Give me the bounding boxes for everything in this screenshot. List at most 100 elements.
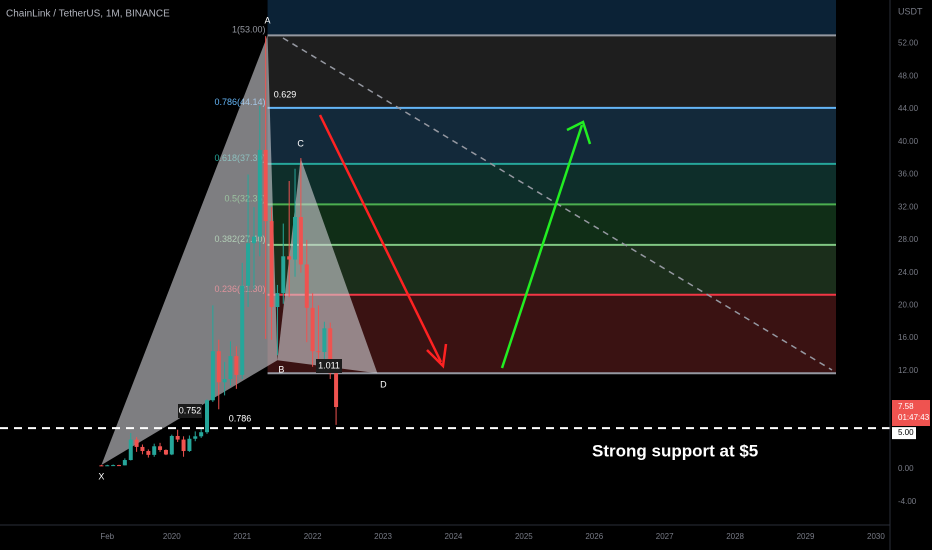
- candle-body: [128, 439, 133, 461]
- fib-fill: [267, 244, 836, 295]
- candle-body: [158, 446, 163, 450]
- candle-body: [105, 465, 110, 467]
- x-tick-label: 2029: [797, 532, 815, 541]
- ratio-box: [316, 359, 342, 373]
- trend-line: [282, 37, 833, 371]
- candle-body: [111, 465, 116, 467]
- candle-body: [216, 351, 221, 383]
- candle-body: [322, 328, 327, 353]
- countdown: 01:47:43: [898, 413, 930, 422]
- price-box: [892, 400, 930, 427]
- fib-fill: [267, 163, 836, 205]
- candle-body: [328, 328, 333, 374]
- candle-body: [287, 256, 292, 260]
- candle-body: [222, 379, 227, 383]
- chart-title: ChainLink / TetherUS, 1M, BINANCE: [6, 9, 170, 20]
- candle-body: [210, 351, 215, 401]
- candle-body: [334, 373, 339, 408]
- y-tick-label: 20.00: [898, 300, 919, 309]
- x-tick-label: 2021: [233, 532, 251, 541]
- currency: USDT: [898, 6, 923, 16]
- y-tick-label: 40.00: [898, 137, 919, 146]
- candle-body: [316, 351, 321, 353]
- pattern: X A B C D: [98, 16, 387, 482]
- price-label: 7.58: [898, 402, 914, 411]
- y-tick-label: 28.00: [898, 235, 919, 244]
- candle-body: [163, 449, 168, 455]
- candle-body: [140, 446, 145, 452]
- candle-body: [257, 149, 262, 237]
- candle-body: [228, 356, 233, 380]
- candle-body: [275, 293, 280, 308]
- fib-fill: [267, 107, 836, 164]
- candle-body: [269, 221, 274, 308]
- candle-body: [293, 217, 298, 260]
- support-label: 5.00: [898, 428, 914, 437]
- ratio-label: 0.752: [179, 405, 202, 415]
- candle-body: [310, 307, 315, 352]
- red-arrow-head: [426, 343, 448, 369]
- candle-body: [99, 465, 104, 467]
- ratio-label: 0.629: [274, 89, 297, 99]
- x-tick-label: 2030: [867, 532, 885, 541]
- ratio-box: [178, 404, 202, 418]
- y-tick-label: 0.00: [898, 464, 914, 473]
- fib-fill: [267, 204, 836, 245]
- candle-body: [298, 217, 303, 265]
- ratio-label: 1.011: [318, 360, 340, 370]
- x-tick-label: 2023: [374, 532, 392, 541]
- candle-body: [234, 356, 239, 375]
- pattern-label: B: [278, 365, 284, 375]
- x-tick-label: 2025: [515, 532, 533, 541]
- x-tick-label: Feb: [100, 532, 114, 541]
- candle-body: [134, 439, 139, 447]
- y-tick-label: 44.00: [898, 104, 919, 113]
- candle-body: [116, 465, 121, 467]
- pattern-label: X: [98, 471, 104, 481]
- x-tick-label: 2026: [585, 532, 603, 541]
- y-tick-label: 32.00: [898, 202, 919, 211]
- y-tick-label: -4.00: [898, 497, 917, 506]
- x-tick-label: 2028: [726, 532, 744, 541]
- green-arrow: [500, 124, 584, 369]
- candle-body: [246, 243, 251, 286]
- pattern-label: A: [265, 16, 271, 26]
- candle-body: [263, 149, 268, 222]
- candle-body: [193, 436, 198, 439]
- pattern-label: C: [297, 138, 304, 148]
- y-tick-label: 12.00: [898, 366, 919, 375]
- candle-body: [205, 400, 210, 433]
- x-tick-label: 2027: [656, 532, 674, 541]
- candle-body: [251, 236, 256, 244]
- y-tick-label: 52.00: [898, 39, 919, 48]
- candle-body: [240, 285, 245, 375]
- candle-body: [304, 264, 309, 308]
- candle-body: [152, 446, 157, 455]
- y-tick-label: 36.00: [898, 170, 919, 179]
- annotation: Strong support at $5: [592, 441, 758, 460]
- support-box: [892, 427, 916, 440]
- fib-fill: [267, 0, 836, 36]
- candle-body: [181, 439, 186, 452]
- green-arrow-head: [566, 120, 592, 145]
- ratio-label: 0.786: [229, 413, 252, 423]
- candle-body: [187, 438, 192, 452]
- fib-fill: [267, 35, 836, 108]
- y-tick-label: 48.00: [898, 71, 919, 80]
- candle-body: [175, 435, 180, 440]
- candles: [99, 36, 339, 467]
- fib-label: 0.786(44.14): [215, 97, 266, 107]
- candle-body: [169, 435, 174, 455]
- x-tick-label: 2022: [304, 532, 322, 541]
- x-tick-label: 2020: [163, 532, 181, 541]
- y-tick-label: 16.00: [898, 333, 919, 342]
- fib-label: 1(53.00): [232, 25, 266, 35]
- x-tick-label: 2024: [445, 532, 463, 541]
- candle-body: [199, 432, 204, 437]
- pattern-triangle: [277, 158, 378, 374]
- pattern-label: D: [380, 380, 387, 390]
- candle-body: [146, 451, 151, 455]
- red-arrow: [318, 114, 443, 363]
